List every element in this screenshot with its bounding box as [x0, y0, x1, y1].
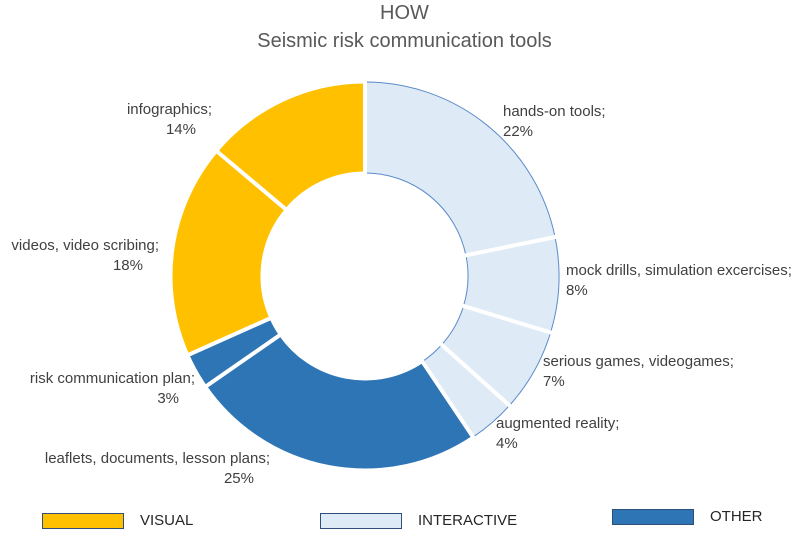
slice-separator: [202, 331, 284, 390]
chart-title: HOW: [380, 2, 429, 24]
slice-separator: [419, 358, 476, 440]
legend-item-other: OTHER: [612, 508, 763, 525]
legend-label-other: OTHER: [710, 508, 763, 525]
slice-percent-label: 22%: [503, 123, 533, 140]
slice-label: serious games, videogames;: [543, 353, 734, 370]
legend-swatch-visual: [42, 512, 124, 529]
slice-label: infographics;: [127, 101, 212, 118]
slice-label: mock drills, simulation excercises;: [566, 262, 792, 279]
slice-percent-label: 25%: [224, 470, 254, 487]
slice-leaflets-documents-lesson-plans: [203, 332, 476, 472]
slice-percent-label: 3%: [157, 390, 179, 407]
slice-percent-label: 8%: [566, 282, 588, 299]
slice-label: videos, video scribing;: [11, 237, 159, 254]
legend-swatch-other: [612, 508, 694, 525]
slice-separator: [185, 315, 274, 358]
slice-percent-label: 7%: [543, 373, 565, 390]
legend-label-interactive: INTERACTIVE: [418, 512, 518, 529]
legend-swatch-interactive: [320, 512, 402, 529]
slice-percent-label: 18%: [113, 257, 143, 274]
slice-videos-video-scribing: [169, 148, 289, 358]
legend-item-interactive: INTERACTIVE: [320, 512, 517, 529]
legend-item-visual: VISUAL: [42, 512, 193, 529]
slice-separator: [438, 341, 513, 409]
slice-separator: [213, 148, 290, 213]
slice-percent-label: 14%: [166, 121, 196, 138]
legend-label-visual: VISUAL: [140, 512, 194, 529]
slice-percent-label: 4%: [496, 435, 518, 452]
slice-separator: [463, 234, 558, 258]
slice-hands-on-tools: [364, 81, 556, 256]
slice-label: hands-on tools;: [503, 103, 606, 120]
chart-subtitle: Seismic risk communication tools: [257, 30, 552, 52]
slice-label: risk communication plan;: [30, 370, 195, 387]
slice-separator: [461, 303, 554, 335]
donut-chart: hands-on tools; 22% mock drills, simulatio…: [11, 80, 792, 487]
slice-label: augmented reality;: [496, 415, 619, 432]
slice-label: leaflets, documents, lesson plans;: [45, 450, 270, 467]
